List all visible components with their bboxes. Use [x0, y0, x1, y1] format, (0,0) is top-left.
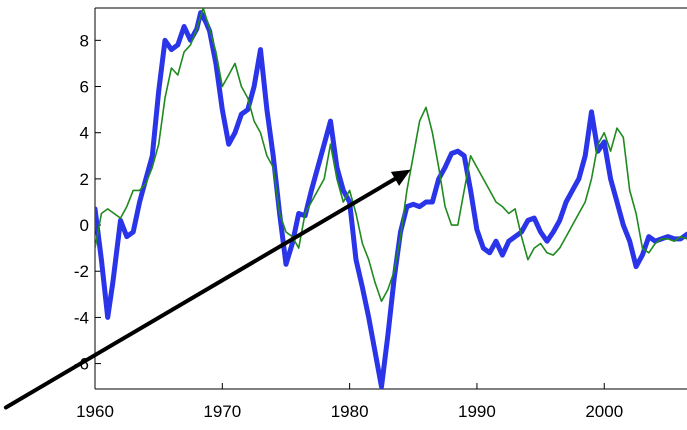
y-tick-label: 0	[80, 216, 89, 235]
x-tick-label: 1990	[458, 402, 496, 421]
series-line-thin	[95, 8, 687, 303]
y-tick-label: -2	[74, 262, 89, 281]
x-tick-label: 1970	[203, 402, 241, 421]
annotation-layer	[3, 169, 411, 410]
y-tick-label: -4	[74, 308, 89, 327]
y-tick-label: 8	[80, 31, 89, 50]
x-tick-label: 1960	[76, 402, 114, 421]
series-line-thick	[95, 10, 687, 389]
x-tick-label: 1980	[331, 402, 369, 421]
y-tick-label: 6	[80, 78, 89, 97]
plot-area	[94, 7, 687, 390]
series-layer	[95, 8, 687, 389]
y-tick-label: 4	[80, 124, 89, 143]
annotation-arrow-shaft	[3, 176, 399, 410]
annotation-arrow-head	[390, 169, 411, 186]
y-tick-label: 2	[80, 170, 89, 189]
x-tick-label: 2000	[585, 402, 623, 421]
